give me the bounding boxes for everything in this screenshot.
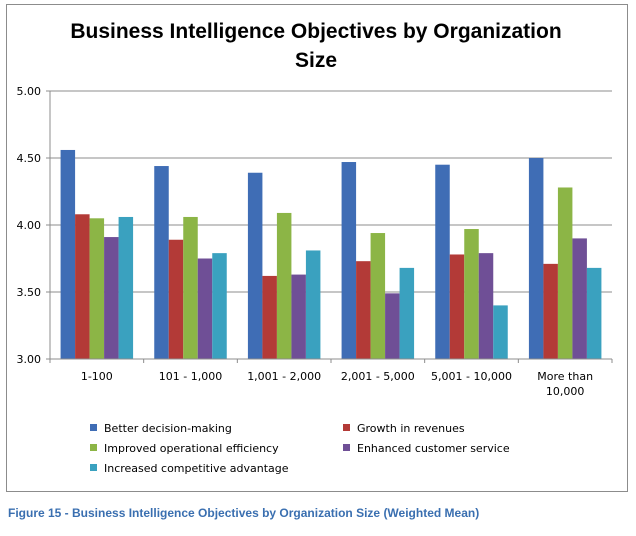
bar <box>104 237 119 359</box>
legend-item: Enhanced customer service <box>343 442 510 455</box>
y-tick-label: 4.00 <box>17 219 42 232</box>
bar <box>435 164 450 359</box>
bar <box>276 212 292 359</box>
chart-title-line-1: Business Intelligence Objectives by Orga… <box>70 20 561 43</box>
y-tick-label: 5.00 <box>17 85 42 98</box>
bar <box>528 158 544 359</box>
legend-label: Enhanced customer service <box>357 442 510 455</box>
legend-swatch <box>343 424 350 431</box>
bar <box>464 229 479 359</box>
y-tick-label: 3.00 <box>17 353 42 366</box>
legend-label: Increased competitive advantage <box>104 462 289 475</box>
bar <box>183 216 198 359</box>
legend-item: Increased competitive advantage <box>90 462 289 475</box>
legend-swatch <box>90 424 97 431</box>
bar <box>197 258 213 359</box>
legend-label: Better decision-making <box>104 422 232 435</box>
x-category-label: 5,001 - 10,000 <box>431 370 512 383</box>
axes: 5.00 4.50 4.00 3.50 3.00 1-100 101 - 1,000 1,00… <box>17 85 613 398</box>
bar <box>572 238 587 359</box>
chart-title-line-2: Size <box>295 49 337 72</box>
bar <box>356 261 371 359</box>
legend: Better decision-making Growth in revenues… <box>90 422 510 475</box>
bar <box>586 267 602 359</box>
y-tick-label: 4.50 <box>17 152 42 165</box>
legend-swatch <box>90 464 97 471</box>
bar <box>478 253 494 359</box>
bar <box>89 218 105 359</box>
bar <box>168 239 184 359</box>
bar <box>118 216 134 359</box>
bar <box>291 274 306 359</box>
bar <box>262 275 277 359</box>
bar <box>212 253 227 359</box>
x-category-label: 2,001 - 5,000 <box>341 370 415 383</box>
figure-caption: Figure 15 - Business Intelligence Object… <box>8 506 480 520</box>
bar <box>305 250 321 359</box>
bars <box>60 149 602 359</box>
chart: Business Intelligence Objectives by Orga… <box>17 20 613 475</box>
bar <box>247 172 263 359</box>
x-category-label: 1-100 <box>81 370 113 383</box>
bar <box>493 305 508 359</box>
bar <box>449 254 465 359</box>
bar <box>543 263 558 359</box>
bar <box>75 214 90 359</box>
bar <box>370 233 386 359</box>
legend-swatch <box>90 444 97 451</box>
legend-label: Growth in revenues <box>357 422 465 435</box>
bar <box>60 149 76 359</box>
x-category-label: 1,001 - 2,000 <box>247 370 321 383</box>
y-tick-label: 3.50 <box>17 286 42 299</box>
bar <box>399 267 415 359</box>
legend-item: Growth in revenues <box>343 422 465 435</box>
legend-label: Improved operational efficiency <box>104 442 279 455</box>
x-category-label: More than 10,000 <box>537 370 593 398</box>
legend-item: Improved operational efficiency <box>90 442 279 455</box>
bar <box>154 166 169 359</box>
bar <box>557 187 573 359</box>
bar <box>385 293 400 359</box>
bar <box>341 162 357 359</box>
legend-item: Better decision-making <box>90 422 232 435</box>
grid <box>50 90 612 360</box>
legend-swatch <box>343 444 350 451</box>
x-category-label: 101 - 1,000 <box>159 370 222 383</box>
